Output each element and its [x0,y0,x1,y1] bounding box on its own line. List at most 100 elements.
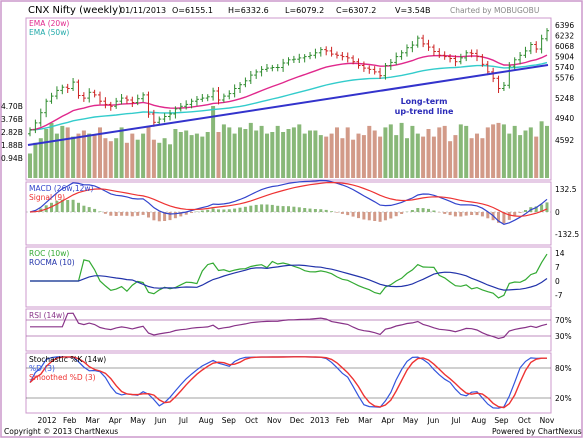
price-bar [254,69,259,79]
price-bar [485,61,490,76]
macd-panel [25,181,552,246]
macd-histogram-bar [351,212,355,217]
macd-histogram-bar [276,205,280,212]
volume-bar [501,124,506,178]
price-bar [474,49,479,62]
macd-histogram-bar [486,212,490,219]
price-bar [114,97,119,109]
rsi-panel [25,308,552,352]
price-bar [28,127,32,137]
x-axis-label: Jul [451,416,461,425]
macd-histogram-bar [453,212,457,217]
price-bar [168,109,173,121]
x-axis-label: Sep [494,416,508,425]
volume-bar [351,139,356,178]
volume-bar [238,127,242,178]
volume-bar [291,127,296,178]
price-bar [243,77,248,88]
volume-bar [87,133,92,178]
price-bar [442,51,447,60]
price-bar [194,96,199,106]
price-bar [302,54,307,63]
macd-histogram-bar [179,212,183,217]
x-axis-label: Apr [109,416,123,425]
macd-histogram-bar [227,209,231,212]
price-tick-label: 5576 [555,73,574,82]
volume-bar [49,122,54,178]
macd-histogram-bar [524,210,527,212]
macd-histogram-bar [93,208,97,212]
footer-copyright: Copyright © 2013 ChartNexus [4,427,118,436]
volume-bar [539,121,544,178]
volume-bar [227,127,232,178]
volume-bar [275,125,280,178]
volume-bar [448,141,453,178]
price-bar [33,119,38,134]
rsi-tick-70: 70% [555,316,572,325]
price-bar [124,95,129,104]
macd-histogram-bar [114,212,118,216]
macd-histogram-bar [190,212,194,213]
price-bar [205,94,210,102]
header-high: H=6332.6 [228,6,269,15]
macd-histogram-bar [157,212,161,222]
volume-bar [518,135,523,178]
macd-line [29,179,548,225]
price-bar [119,94,124,105]
macd-histogram-bar [260,204,264,212]
price-bar [453,55,458,67]
price-bar [415,35,420,48]
volume-bar [297,124,302,178]
x-axis-label: Mar [358,416,373,425]
legend-smoothed-d: Smoothed %D (3) [29,373,96,382]
roc-line [30,253,548,299]
price-bar [108,101,113,111]
volume-bar [254,130,259,178]
header-open: O=6155.1 [172,6,213,15]
price-bar [404,44,409,57]
macd-histogram-bar [249,205,253,212]
volume-bar [426,129,431,178]
price-bar [157,116,162,125]
x-axis-label: Mar [85,416,100,425]
x-axis-label: Aug [471,416,486,425]
price-bar [340,52,345,61]
x-axis-label: Sep [222,416,236,425]
macd-histogram-bar [60,199,64,212]
volume-bar [135,139,140,178]
volume-bar [114,138,119,178]
price-bar [44,98,49,118]
volume-bar [141,133,146,178]
legend-signal: Signal (9) [29,193,65,202]
x-axis-label: Oct [245,416,258,425]
macd-histogram-bar [470,212,474,215]
volume-bar [33,142,38,178]
volume-bar [496,122,501,178]
volume-bar [383,127,388,178]
stoch-tick-20: 20% [555,394,572,403]
header-volume: V=3.54B [395,6,430,15]
price-bar [426,39,431,51]
price-tick-label: 5740 [555,63,574,72]
price-bar [38,108,43,127]
volume-bar [65,127,70,178]
macd-histogram-bar [378,212,382,222]
price-bar [491,67,496,83]
macd-histogram-bar [357,212,360,219]
price-bar [394,52,399,65]
price-bar [367,65,372,74]
price-bar [151,109,156,127]
volume-bar [421,136,426,178]
macd-histogram-bar [308,208,312,212]
macd-histogram-bar [254,204,258,212]
price-bar [135,94,140,106]
volume-bar [528,127,533,178]
macd-histogram-bar [421,208,425,212]
legend-stochastic-k: Stochastic %K (14w) [29,355,106,364]
price-bar [308,52,313,60]
x-axis-label: Nov [540,416,555,425]
macd-histogram-bar [211,208,215,212]
legend-stochastic-d: %D (3) [29,364,55,373]
x-axis-label: Feb [336,416,350,425]
macd-histogram-bar [340,212,344,214]
